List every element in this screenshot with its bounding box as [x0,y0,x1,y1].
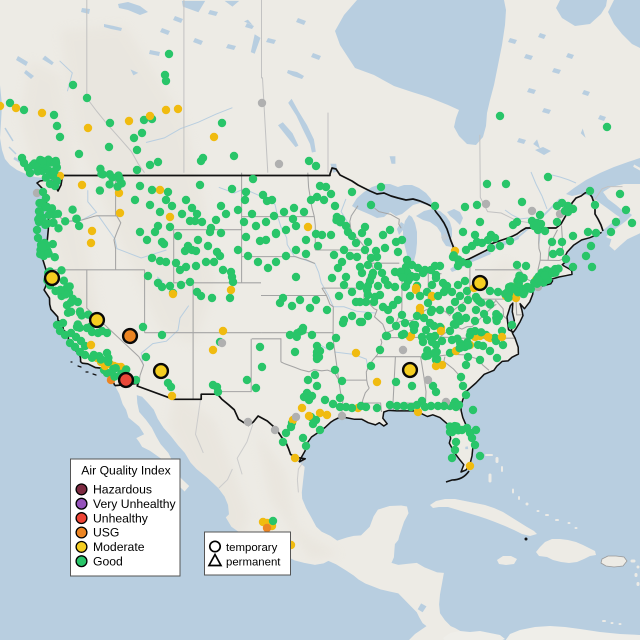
svg-text:Unhealthy: Unhealthy [93,511,149,525]
svg-text:Hazardous: Hazardous [93,483,152,497]
svg-text:Good: Good [93,554,123,568]
svg-text:temporary: temporary [226,542,278,554]
svg-text:permanent: permanent [226,556,281,568]
svg-text:USG: USG [93,526,119,540]
svg-text:Air Quality Index: Air Quality Index [81,464,170,478]
svg-text:Very Unhealthy: Very Unhealthy [93,497,177,511]
svg-text:Moderate: Moderate [93,540,145,554]
